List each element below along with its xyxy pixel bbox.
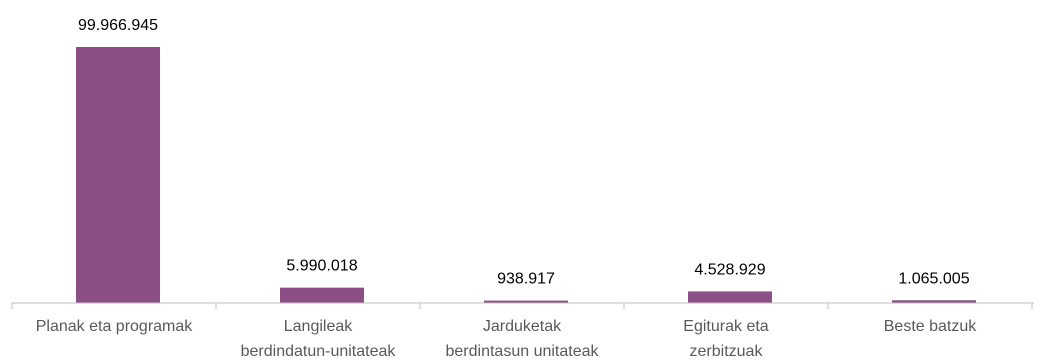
category-label: zerbitzuak	[690, 343, 764, 360]
bar	[484, 300, 568, 303]
category-label: Egiturak eta	[683, 318, 768, 335]
category-labels-group: Planak eta programak Langileak berdindatun…	[36, 318, 978, 360]
category-label: Jarduketak	[483, 318, 562, 335]
bars-group	[76, 47, 976, 303]
bar	[280, 287, 364, 303]
bar-value-label: 938.917	[497, 271, 555, 288]
category-label: Beste batzuk	[884, 318, 978, 335]
bar-value-label: 5.990.018	[286, 258, 357, 275]
bar-value-label: 99.966.945	[78, 17, 158, 34]
category-label: Planak eta programak	[36, 318, 194, 335]
category-label: Langileak	[284, 318, 354, 335]
bar-value-label: 1.065.005	[898, 270, 969, 287]
x-axis-ticks	[11, 303, 1033, 309]
category-label: berdindatun-unitateak	[241, 343, 397, 360]
category-label: berdintasun unitateak	[446, 343, 600, 360]
bar	[892, 300, 976, 303]
bar	[688, 291, 772, 303]
bar	[76, 47, 160, 303]
bar-value-label: 4.528.929	[694, 261, 765, 278]
value-labels-group: 99.966.945 5.990.018 938.917 4.528.929 1.065…	[78, 17, 970, 288]
